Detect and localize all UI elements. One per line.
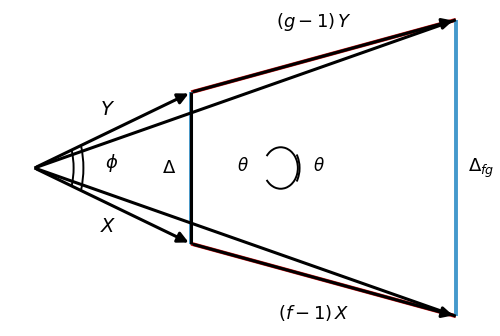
Text: $\Delta$: $\Delta$ xyxy=(162,159,176,177)
Text: $\phi$: $\phi$ xyxy=(106,152,118,174)
Text: $(f-1)\,X$: $(f-1)\,X$ xyxy=(278,303,349,323)
Text: $\Delta_{fg}$: $\Delta_{fg}$ xyxy=(468,156,494,180)
Text: $\theta$: $\theta$ xyxy=(237,157,249,175)
Text: $X$: $X$ xyxy=(100,218,116,236)
Text: $\theta$: $\theta$ xyxy=(312,157,324,175)
Text: $Y$: $Y$ xyxy=(100,101,116,119)
Text: $(g-1)\,Y$: $(g-1)\,Y$ xyxy=(276,11,352,33)
